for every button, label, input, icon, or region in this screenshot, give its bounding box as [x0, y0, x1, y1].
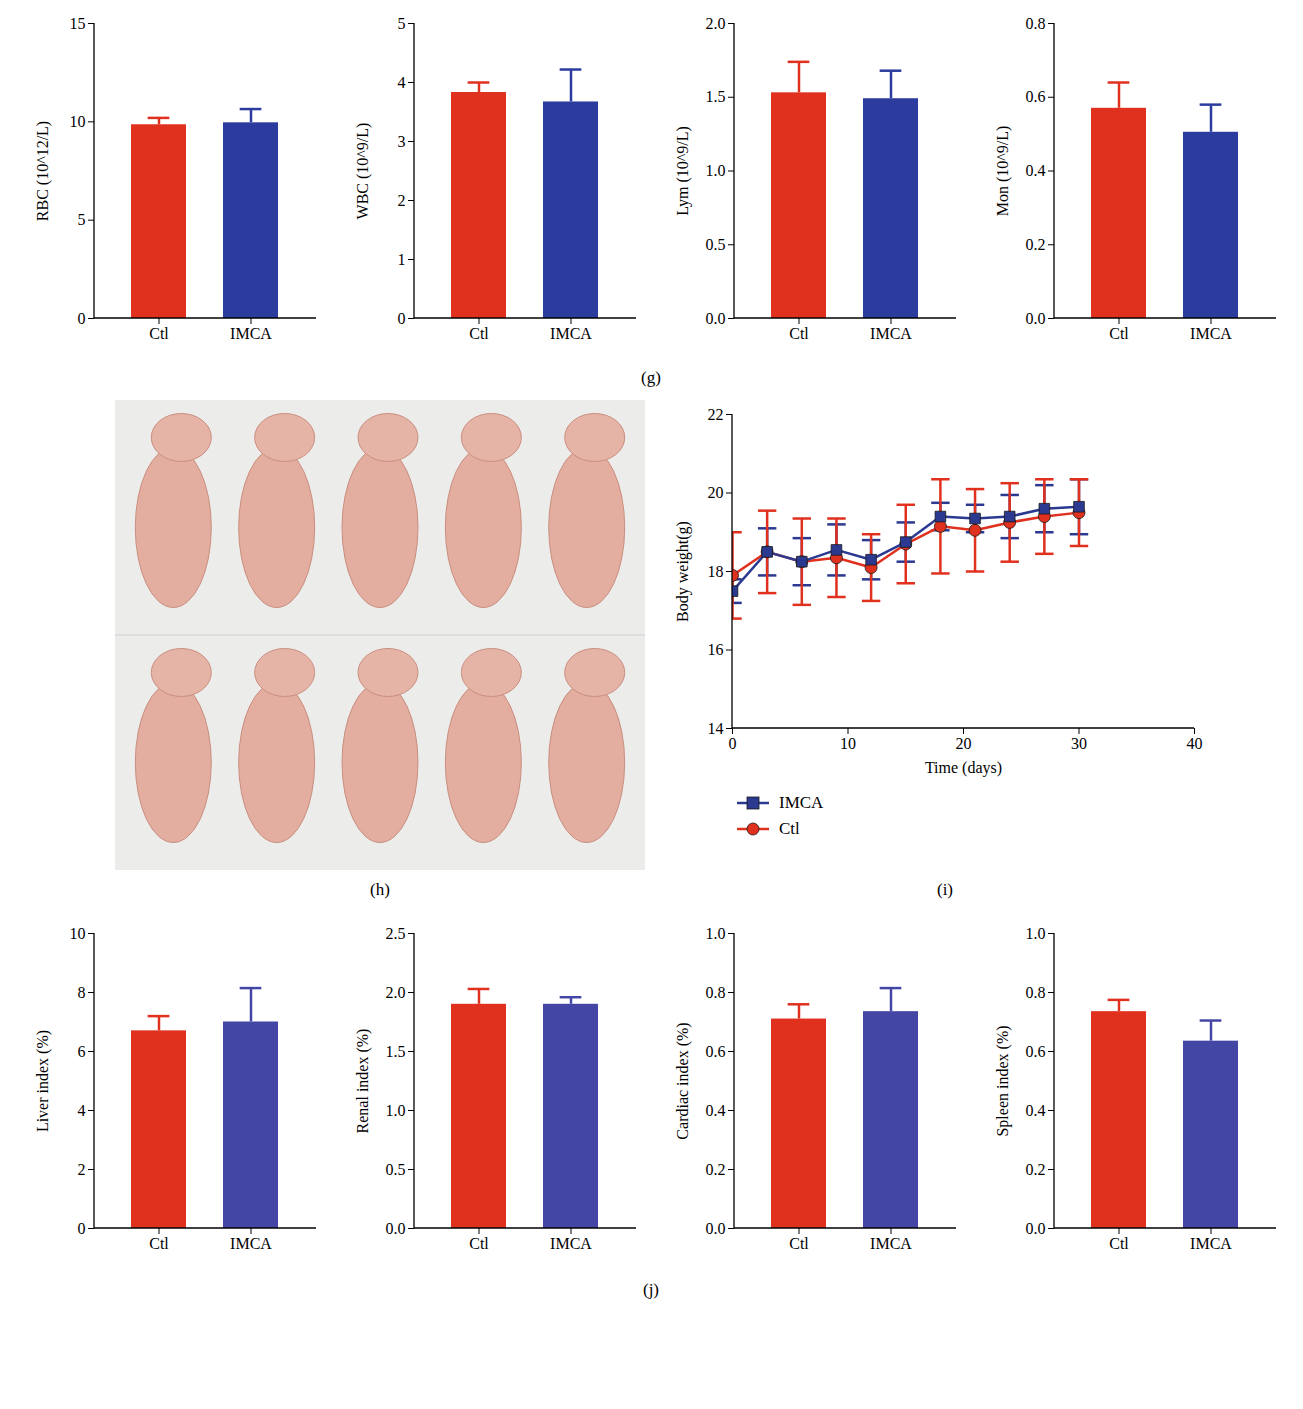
svg-text:0: 0 [729, 735, 737, 752]
svg-text:0.6: 0.6 [1026, 1043, 1046, 1060]
svg-text:Ctl: Ctl [149, 325, 169, 342]
svg-text:14: 14 [708, 720, 724, 737]
svg-text:0.8: 0.8 [1026, 984, 1046, 1001]
svg-text:0.5: 0.5 [386, 1161, 406, 1178]
svg-text:10: 10 [70, 925, 86, 942]
svg-text:20: 20 [956, 735, 972, 752]
svg-text:IMCA: IMCA [1190, 1235, 1232, 1252]
svg-text:IMCA: IMCA [230, 1235, 272, 1252]
svg-text:IMCA: IMCA [230, 325, 272, 342]
svg-text:0.4: 0.4 [1026, 162, 1046, 179]
html-text:(g): (g) [641, 368, 661, 387]
svg-text:0.8: 0.8 [1026, 15, 1046, 32]
svg-text:2.0: 2.0 [706, 15, 726, 32]
svg-text:0.6: 0.6 [1026, 88, 1046, 105]
svg-text:1.0: 1.0 [1026, 925, 1046, 942]
html-text:IMCA: IMCA [779, 793, 824, 812]
svg-text:IMCA: IMCA [870, 325, 912, 342]
svg-text:4: 4 [398, 74, 406, 91]
svg-text:10: 10 [70, 113, 86, 130]
svg-text:IMCA: IMCA [550, 1235, 592, 1252]
svg-text:Cardiac index (%): Cardiac index (%) [674, 1022, 692, 1139]
svg-text:RBC (10^12/L): RBC (10^12/L) [34, 121, 52, 221]
svg-text:Liver index (%): Liver index (%) [34, 1030, 52, 1132]
svg-text:0.0: 0.0 [386, 1220, 406, 1237]
svg-text:4: 4 [78, 1102, 86, 1119]
svg-text:2.5: 2.5 [386, 925, 406, 942]
svg-text:Mon (10^9/L): Mon (10^9/L) [994, 126, 1012, 217]
svg-text:0.0: 0.0 [1026, 1220, 1046, 1237]
svg-text:1.0: 1.0 [706, 925, 726, 942]
svg-text:IMCA: IMCA [870, 1235, 912, 1252]
svg-text:Ctl: Ctl [1109, 325, 1129, 342]
svg-text:22: 22 [708, 406, 724, 423]
svg-text:0.4: 0.4 [706, 1102, 726, 1119]
svg-text:8: 8 [78, 984, 86, 1001]
svg-text:6: 6 [78, 1043, 86, 1060]
svg-text:Body weight(g): Body weight(g) [674, 521, 692, 622]
svg-text:10: 10 [840, 735, 856, 752]
svg-text:Renal index (%): Renal index (%) [354, 1029, 372, 1134]
svg-text:0.0: 0.0 [1026, 310, 1046, 327]
svg-text:3: 3 [398, 133, 406, 150]
svg-text:1.5: 1.5 [706, 88, 726, 105]
svg-text:0: 0 [78, 1220, 86, 1237]
svg-text:IMCA: IMCA [1190, 325, 1232, 342]
html-text:Ctl: Ctl [779, 819, 800, 838]
svg-text:5: 5 [398, 15, 406, 32]
html-text:(h): (h) [370, 880, 390, 899]
svg-text:20: 20 [708, 484, 724, 501]
svg-text:30: 30 [1071, 735, 1087, 752]
svg-text:40: 40 [1187, 735, 1203, 752]
svg-text:0.0: 0.0 [706, 1220, 726, 1237]
svg-text:Ctl: Ctl [789, 1235, 809, 1252]
svg-text:0.5: 0.5 [706, 236, 726, 253]
svg-text:18: 18 [708, 563, 724, 580]
svg-text:2.0: 2.0 [386, 984, 406, 1001]
svg-text:Spleen index (%): Spleen index (%) [994, 1025, 1012, 1136]
svg-text:0: 0 [78, 310, 86, 327]
svg-text:15: 15 [70, 15, 86, 32]
svg-text:WBC (10^9/L): WBC (10^9/L) [354, 123, 372, 220]
svg-text:2: 2 [78, 1161, 86, 1178]
svg-text:0.2: 0.2 [706, 1161, 726, 1178]
svg-text:Ctl: Ctl [469, 1235, 489, 1252]
html-text:(i): (i) [937, 880, 953, 899]
svg-text:1.5: 1.5 [386, 1043, 406, 1060]
svg-text:0.0: 0.0 [706, 310, 726, 327]
svg-text:Lym (10^9/L): Lym (10^9/L) [674, 126, 692, 216]
svg-text:0.4: 0.4 [1026, 1102, 1046, 1119]
svg-text:Ctl: Ctl [1109, 1235, 1129, 1252]
svg-text:1.0: 1.0 [386, 1102, 406, 1119]
svg-text:16: 16 [708, 641, 724, 658]
svg-text:0.6: 0.6 [706, 1043, 726, 1060]
svg-text:Ctl: Ctl [149, 1235, 169, 1252]
html-text:(j): (j) [643, 1280, 659, 1299]
svg-text:0: 0 [398, 310, 406, 327]
svg-text:Ctl: Ctl [469, 325, 489, 342]
svg-text:0.2: 0.2 [1026, 1161, 1046, 1178]
svg-text:0.8: 0.8 [706, 984, 726, 1001]
svg-text:5: 5 [78, 211, 86, 228]
svg-text:Ctl: Ctl [789, 325, 809, 342]
svg-text:0.2: 0.2 [1026, 236, 1046, 253]
svg-text:IMCA: IMCA [550, 325, 592, 342]
svg-text:1: 1 [398, 251, 406, 268]
svg-text:Time (days): Time (days) [925, 759, 1002, 777]
svg-text:1.0: 1.0 [706, 162, 726, 179]
svg-text:2: 2 [398, 192, 406, 209]
